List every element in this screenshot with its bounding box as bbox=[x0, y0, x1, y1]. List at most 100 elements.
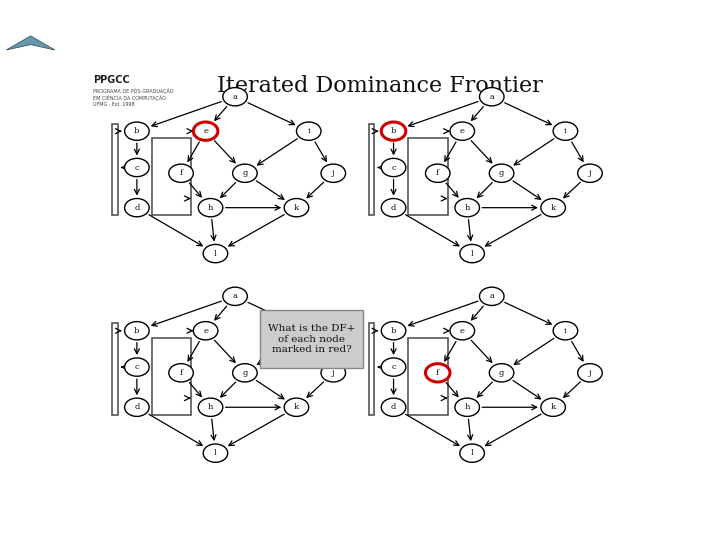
Text: k: k bbox=[294, 403, 299, 411]
Text: e: e bbox=[460, 127, 464, 135]
Bar bbox=[408, 338, 448, 415]
Circle shape bbox=[490, 164, 514, 183]
Text: PROGRAMA DE PÓS-GRADUAÇÃO
EM CIÊNCIA DA COMPUTAÇÃO
UFMG · Est. 1998: PROGRAMA DE PÓS-GRADUAÇÃO EM CIÊNCIA DA … bbox=[93, 87, 174, 106]
Circle shape bbox=[455, 199, 480, 217]
Text: d: d bbox=[391, 204, 396, 212]
Circle shape bbox=[194, 122, 218, 140]
Circle shape bbox=[203, 245, 228, 263]
Text: f: f bbox=[179, 369, 183, 377]
Circle shape bbox=[382, 199, 406, 217]
Text: k: k bbox=[551, 204, 556, 212]
Circle shape bbox=[460, 245, 485, 263]
Text: What is the DF+
of each node
marked in red?: What is the DF+ of each node marked in r… bbox=[268, 325, 356, 354]
Text: g: g bbox=[242, 369, 248, 377]
Text: i: i bbox=[307, 327, 310, 335]
Bar bbox=[152, 338, 191, 415]
Text: k: k bbox=[294, 204, 299, 212]
Polygon shape bbox=[6, 36, 55, 50]
Circle shape bbox=[490, 363, 514, 382]
Circle shape bbox=[321, 164, 346, 183]
Circle shape bbox=[382, 398, 406, 416]
Circle shape bbox=[125, 398, 149, 416]
Text: Iterated Dominance Frontier: Iterated Dominance Frontier bbox=[217, 75, 543, 97]
Text: c: c bbox=[135, 164, 139, 172]
Text: b: b bbox=[134, 327, 140, 335]
Text: h: h bbox=[208, 204, 213, 212]
Text: i: i bbox=[307, 127, 310, 135]
Text: l: l bbox=[471, 249, 474, 258]
Text: l: l bbox=[214, 249, 217, 258]
Text: b: b bbox=[391, 127, 396, 135]
Text: b: b bbox=[391, 327, 396, 335]
Circle shape bbox=[426, 164, 450, 183]
Circle shape bbox=[125, 358, 149, 376]
Bar bbox=[369, 323, 374, 415]
Text: j: j bbox=[332, 369, 335, 377]
Text: a: a bbox=[490, 93, 494, 101]
Text: i: i bbox=[564, 127, 567, 135]
Bar bbox=[112, 124, 118, 215]
Text: e: e bbox=[460, 327, 464, 335]
Text: f: f bbox=[436, 169, 439, 177]
Circle shape bbox=[382, 322, 406, 340]
Circle shape bbox=[125, 322, 149, 340]
Circle shape bbox=[455, 398, 480, 416]
Circle shape bbox=[553, 122, 577, 140]
Circle shape bbox=[168, 164, 194, 183]
Circle shape bbox=[284, 398, 309, 416]
Text: b: b bbox=[134, 127, 140, 135]
Circle shape bbox=[321, 363, 346, 382]
Circle shape bbox=[222, 287, 248, 306]
Text: j: j bbox=[332, 169, 335, 177]
Text: f: f bbox=[436, 369, 439, 377]
Bar bbox=[112, 323, 118, 415]
Text: i: i bbox=[564, 327, 567, 335]
Circle shape bbox=[460, 444, 485, 462]
Circle shape bbox=[450, 322, 474, 340]
Circle shape bbox=[233, 164, 257, 183]
Circle shape bbox=[541, 398, 565, 416]
Text: d: d bbox=[391, 403, 396, 411]
Bar bbox=[408, 138, 448, 215]
Text: g: g bbox=[499, 169, 504, 177]
Bar bbox=[369, 124, 374, 215]
Text: g: g bbox=[242, 169, 248, 177]
Circle shape bbox=[297, 322, 321, 340]
Circle shape bbox=[450, 122, 474, 140]
Bar bbox=[152, 138, 191, 215]
Circle shape bbox=[382, 358, 406, 376]
Text: l: l bbox=[214, 449, 217, 457]
Circle shape bbox=[382, 158, 406, 177]
Circle shape bbox=[577, 363, 602, 382]
Circle shape bbox=[577, 164, 602, 183]
Circle shape bbox=[194, 322, 218, 340]
Text: a: a bbox=[490, 292, 494, 300]
Text: c: c bbox=[391, 164, 396, 172]
Text: c: c bbox=[391, 363, 396, 371]
Circle shape bbox=[125, 122, 149, 140]
Bar bbox=[260, 310, 364, 368]
Circle shape bbox=[125, 199, 149, 217]
Circle shape bbox=[168, 363, 194, 382]
Text: PPGCC: PPGCC bbox=[93, 75, 130, 85]
Circle shape bbox=[426, 363, 450, 382]
Text: d: d bbox=[134, 204, 140, 212]
Text: h: h bbox=[208, 403, 213, 411]
Text: e: e bbox=[203, 127, 208, 135]
Text: h: h bbox=[464, 204, 470, 212]
Text: a: a bbox=[233, 93, 238, 101]
Text: a: a bbox=[233, 292, 238, 300]
Circle shape bbox=[553, 322, 577, 340]
Text: g: g bbox=[499, 369, 504, 377]
Text: d: d bbox=[134, 403, 140, 411]
Circle shape bbox=[198, 398, 222, 416]
Text: k: k bbox=[551, 403, 556, 411]
Circle shape bbox=[480, 87, 504, 106]
Circle shape bbox=[198, 199, 222, 217]
Circle shape bbox=[541, 199, 565, 217]
Circle shape bbox=[382, 122, 406, 140]
Text: e: e bbox=[203, 327, 208, 335]
Text: l: l bbox=[471, 449, 474, 457]
Circle shape bbox=[203, 444, 228, 462]
Circle shape bbox=[222, 87, 248, 106]
